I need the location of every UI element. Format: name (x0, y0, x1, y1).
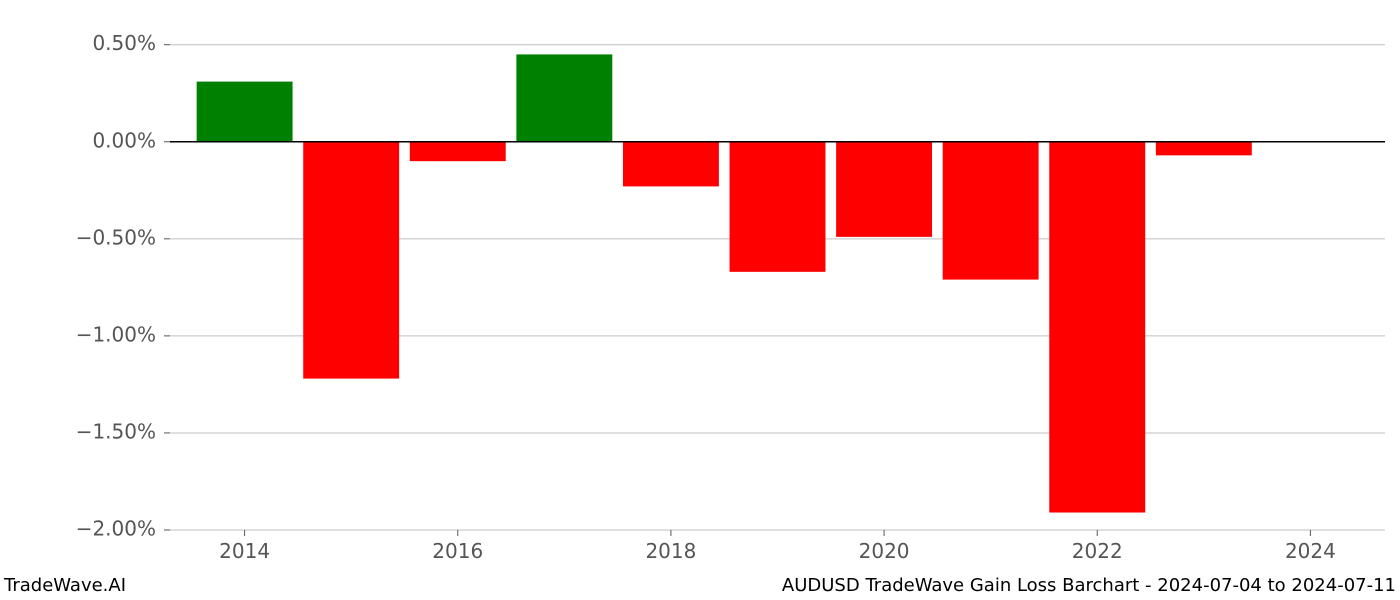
bar (516, 54, 612, 141)
bar (1049, 142, 1145, 513)
bar (197, 82, 293, 142)
x-tick-label: 2022 (1072, 539, 1123, 563)
x-tick-label: 2016 (432, 539, 483, 563)
y-tick-label: −1.00% (76, 322, 156, 346)
x-tick-label: 2018 (645, 539, 696, 563)
bar (943, 142, 1039, 280)
y-tick-label: 0.50% (92, 31, 156, 55)
footer-left-label: TradeWave.AI (4, 575, 126, 596)
x-tick-label: 2014 (219, 539, 270, 563)
footer-right-label: AUDUSD TradeWave Gain Loss Barchart - 20… (782, 575, 1396, 596)
y-tick-label: −2.00% (76, 517, 156, 541)
bar (730, 142, 826, 272)
bar (623, 142, 719, 187)
bar (303, 142, 399, 379)
x-tick-label: 2024 (1285, 539, 1336, 563)
bar (410, 142, 506, 161)
y-tick-label: −0.50% (76, 225, 156, 249)
x-tick-label: 2020 (859, 539, 910, 563)
bar (836, 142, 932, 237)
gain-loss-bar-chart: −2.00% −1.50% −1.00% −0.50% 0.00% 0.50% 2014 20… (0, 0, 1400, 600)
bar (1156, 142, 1252, 156)
y-tick-label: −1.50% (76, 419, 156, 443)
chart-container: −2.00% −1.50% −1.00% −0.50% 0.00% 0.50% 2014 20… (0, 0, 1400, 600)
y-tick-label: 0.00% (92, 128, 156, 152)
